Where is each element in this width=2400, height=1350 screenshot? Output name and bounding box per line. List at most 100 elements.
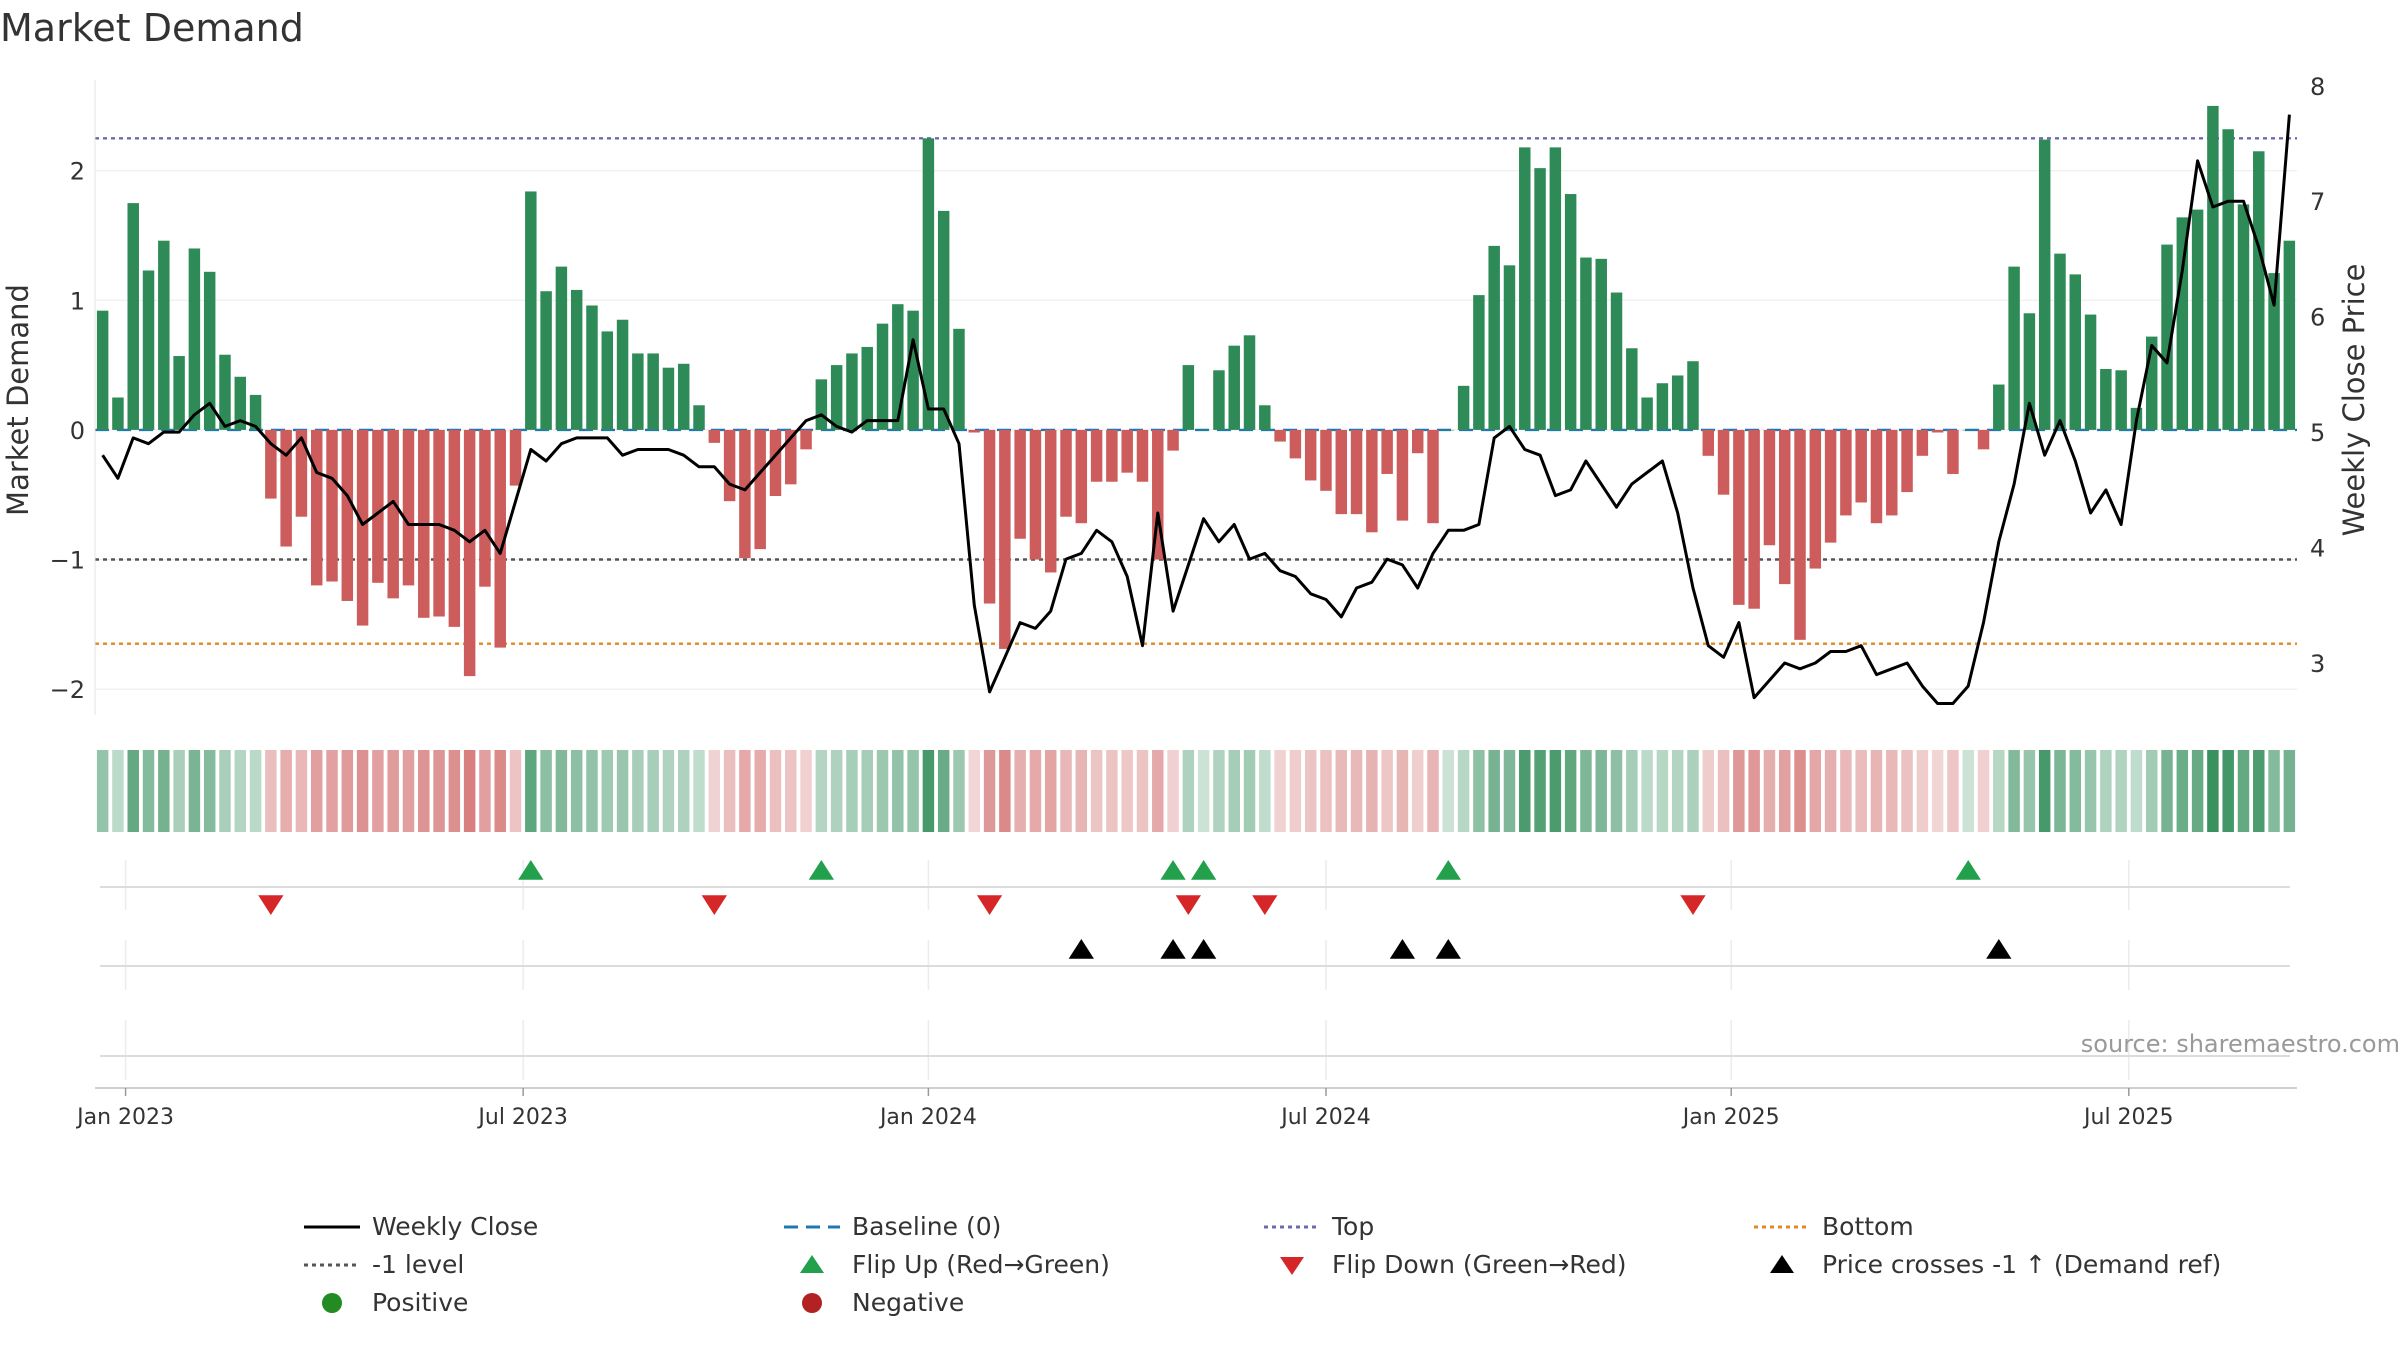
demand-bar bbox=[1457, 385, 1470, 430]
demand-bar bbox=[1778, 429, 1791, 585]
demand-bar bbox=[1702, 429, 1715, 456]
heat-cell bbox=[800, 750, 812, 832]
heat-cell bbox=[418, 750, 430, 832]
heat-cell bbox=[1335, 750, 1348, 832]
demand-bar bbox=[1014, 429, 1026, 539]
y2-tick-label: 8 bbox=[2310, 73, 2325, 101]
heat-cell bbox=[647, 750, 659, 832]
heat-cell bbox=[1977, 750, 1990, 832]
heat-cell bbox=[326, 750, 338, 832]
heat-cell bbox=[494, 750, 506, 832]
demand-bar bbox=[1641, 397, 1653, 430]
demand-bar bbox=[708, 429, 721, 443]
heat-cell bbox=[387, 750, 399, 832]
heat-cell bbox=[479, 750, 491, 832]
heat-cell bbox=[1641, 750, 1653, 832]
demand-bar bbox=[1167, 429, 1179, 451]
price-cross-marker bbox=[1160, 939, 1186, 959]
demand-bar bbox=[1993, 384, 2005, 430]
demand-bar bbox=[1396, 429, 1409, 521]
heat-cell bbox=[525, 750, 537, 832]
demand-bar bbox=[785, 429, 797, 485]
legend-item-minus-one: -1 level bbox=[300, 1250, 464, 1279]
x-tick-label: Jul 2025 bbox=[2082, 1105, 2174, 1130]
weekly-close-series bbox=[101, 114, 2291, 705]
y2-tick-label: 6 bbox=[2310, 304, 2325, 332]
chart-canvas: −2 −1 0 1 2 3 4 5 6 7 8 Market Demand Weekly Close P… bbox=[1, 73, 2400, 1130]
demand-bar bbox=[127, 203, 139, 430]
heat-cell bbox=[158, 750, 170, 832]
heat-cell bbox=[1580, 750, 1592, 832]
demand-bar bbox=[1213, 370, 1225, 430]
demand-bar bbox=[2207, 105, 2219, 430]
demand-bar bbox=[1534, 168, 1546, 430]
heat-cell bbox=[1442, 750, 1455, 832]
demand-bar bbox=[968, 429, 981, 433]
demand-bar bbox=[173, 356, 185, 430]
heat-cell bbox=[892, 750, 904, 832]
demand-bar bbox=[1182, 365, 1195, 430]
demand-bar bbox=[586, 305, 598, 430]
heat-cell bbox=[1167, 750, 1179, 832]
heat-cell bbox=[922, 750, 935, 832]
heat-cell bbox=[1886, 750, 1898, 832]
heat-cell bbox=[723, 750, 736, 832]
legend-item-baseline: Baseline (0) bbox=[780, 1212, 1001, 1241]
heat-cell bbox=[769, 750, 782, 832]
heat-cell bbox=[2100, 750, 2112, 832]
demand-bar bbox=[846, 353, 858, 430]
heat-cell bbox=[662, 750, 675, 832]
demand-bar bbox=[326, 429, 338, 582]
legend-item-top: Top bbox=[1260, 1212, 1374, 1241]
legend-item-weekly-close: Weekly Close bbox=[300, 1212, 538, 1241]
reference-lines bbox=[95, 137, 2297, 645]
heat-cell bbox=[555, 750, 568, 832]
demand-bar bbox=[830, 365, 843, 430]
legend: Weekly Close Baseline (0) Top Bottom -1 leve… bbox=[300, 1212, 2300, 1332]
demand-bar bbox=[1656, 383, 1669, 430]
demand-bar bbox=[570, 289, 583, 430]
demand-bar bbox=[2100, 368, 2112, 430]
demand-bar bbox=[983, 429, 996, 604]
demand-bar bbox=[754, 429, 766, 550]
demand-bar bbox=[662, 367, 675, 430]
heat-cell bbox=[1671, 750, 1684, 832]
y2-tick-label: 7 bbox=[2310, 188, 2325, 216]
heat-cell bbox=[2268, 750, 2280, 832]
flip-down-marker bbox=[701, 895, 727, 915]
heat-cell bbox=[463, 750, 476, 832]
flip-down-marker bbox=[1252, 895, 1278, 915]
legend-label: Flip Up (Red→Green) bbox=[852, 1250, 1110, 1279]
demand-bar bbox=[188, 248, 201, 430]
heat-cell bbox=[2253, 750, 2265, 832]
demand-bar bbox=[937, 210, 950, 430]
demand-bar bbox=[1121, 429, 1133, 473]
heat-cell bbox=[1824, 750, 1837, 832]
demand-bar bbox=[203, 271, 216, 430]
demand-bar bbox=[1519, 147, 1531, 430]
demand-bar bbox=[2145, 336, 2158, 430]
heat-cell bbox=[1381, 750, 1393, 832]
legend-label: Weekly Close bbox=[372, 1212, 539, 1241]
flip-down-marker bbox=[976, 895, 1003, 915]
demand-bar bbox=[1106, 429, 1118, 482]
heat-cell bbox=[861, 750, 873, 832]
legend-label: Bottom bbox=[1822, 1212, 1914, 1241]
heat-cell bbox=[1993, 750, 2005, 832]
heat-cell bbox=[1962, 750, 1974, 832]
heat-cell bbox=[265, 750, 277, 832]
heat-cell bbox=[1304, 750, 1317, 832]
heat-cell bbox=[2191, 750, 2204, 832]
heat-cell bbox=[616, 750, 629, 832]
demand-bar bbox=[1228, 345, 1240, 430]
demand-bar bbox=[2008, 266, 2020, 430]
heat-cell bbox=[1503, 750, 1516, 832]
heat-cell bbox=[433, 750, 445, 832]
demand-bar bbox=[2038, 139, 2051, 430]
demand-bar bbox=[158, 240, 170, 430]
heat-cell bbox=[999, 750, 1011, 832]
demand-bar bbox=[1840, 429, 1852, 516]
demand-bar bbox=[1610, 292, 1623, 430]
heat-cell bbox=[601, 750, 614, 832]
heat-cell bbox=[540, 750, 552, 832]
